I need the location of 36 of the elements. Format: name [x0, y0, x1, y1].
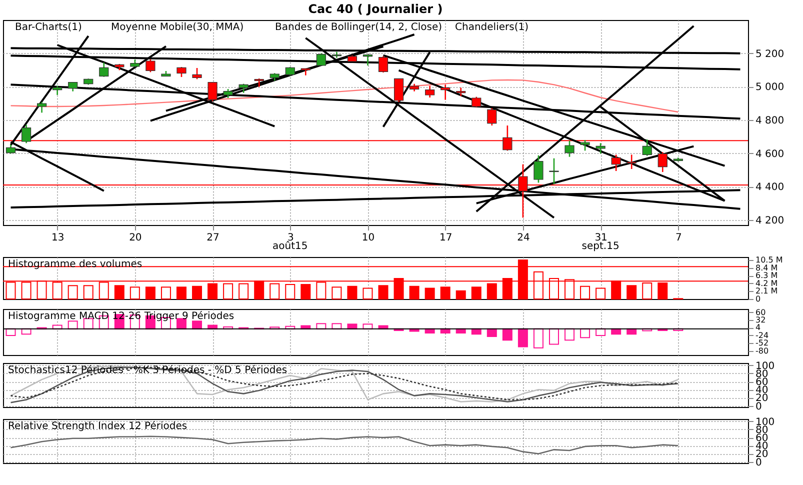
text: août15	[272, 241, 308, 252]
y-tick-label: 2.1 M	[756, 286, 778, 296]
y-tick-label: 4 200	[756, 216, 784, 226]
text: sept.15	[582, 241, 620, 252]
y-tick-label: 5 200	[756, 48, 784, 60]
annotation: Bandes de Bollinger(14, 2, Close)	[275, 22, 442, 33]
y-tick-label: -52	[756, 338, 769, 348]
x-tick-label: 10	[362, 232, 375, 244]
x-tick-label: 24	[517, 232, 530, 244]
y-tick-label: 8.4 M	[756, 263, 778, 272]
chart-title: Relative Strength Index 12 Périodes	[8, 421, 188, 432]
x-tick-label: 31	[594, 232, 608, 244]
y-tick-label: 6.3 M	[756, 271, 778, 280]
y-tick-label: 4 600	[756, 148, 784, 160]
y-tick-label: 5 000	[756, 82, 784, 94]
y-tick-label: -80	[756, 346, 769, 356]
annotation: Moyenne Mobile(30, MMA)	[111, 22, 244, 33]
y-tick-label: 60	[756, 308, 766, 317]
y-tick-label: 4 400	[756, 182, 784, 194]
x-tick-label: 20	[129, 232, 142, 244]
y-tick-label: 4.2 M	[756, 278, 778, 288]
y-tick-label: 4 800	[756, 116, 784, 126]
chart-title: Cac 40 ( Journalier )	[308, 2, 443, 16]
y-tick-label: 32	[756, 316, 766, 325]
y-tick-label: -24	[756, 330, 769, 340]
x-tick-label: 17	[439, 232, 452, 244]
annotation: Bar-Charts(1)	[15, 22, 82, 33]
y-tick-label: 0	[756, 294, 761, 304]
x-tick-label: 27	[206, 232, 220, 244]
y-tick-label: 0	[756, 457, 762, 468]
x-tick-label: 13	[51, 232, 64, 244]
y-tick-label: 0	[756, 401, 762, 412]
y-tick-label: 4	[756, 323, 761, 332]
annotation: Chandeliers(1)	[455, 22, 529, 33]
x-tick-label: 7	[675, 232, 682, 244]
y-tick-label: 10.5 M	[756, 255, 783, 264]
